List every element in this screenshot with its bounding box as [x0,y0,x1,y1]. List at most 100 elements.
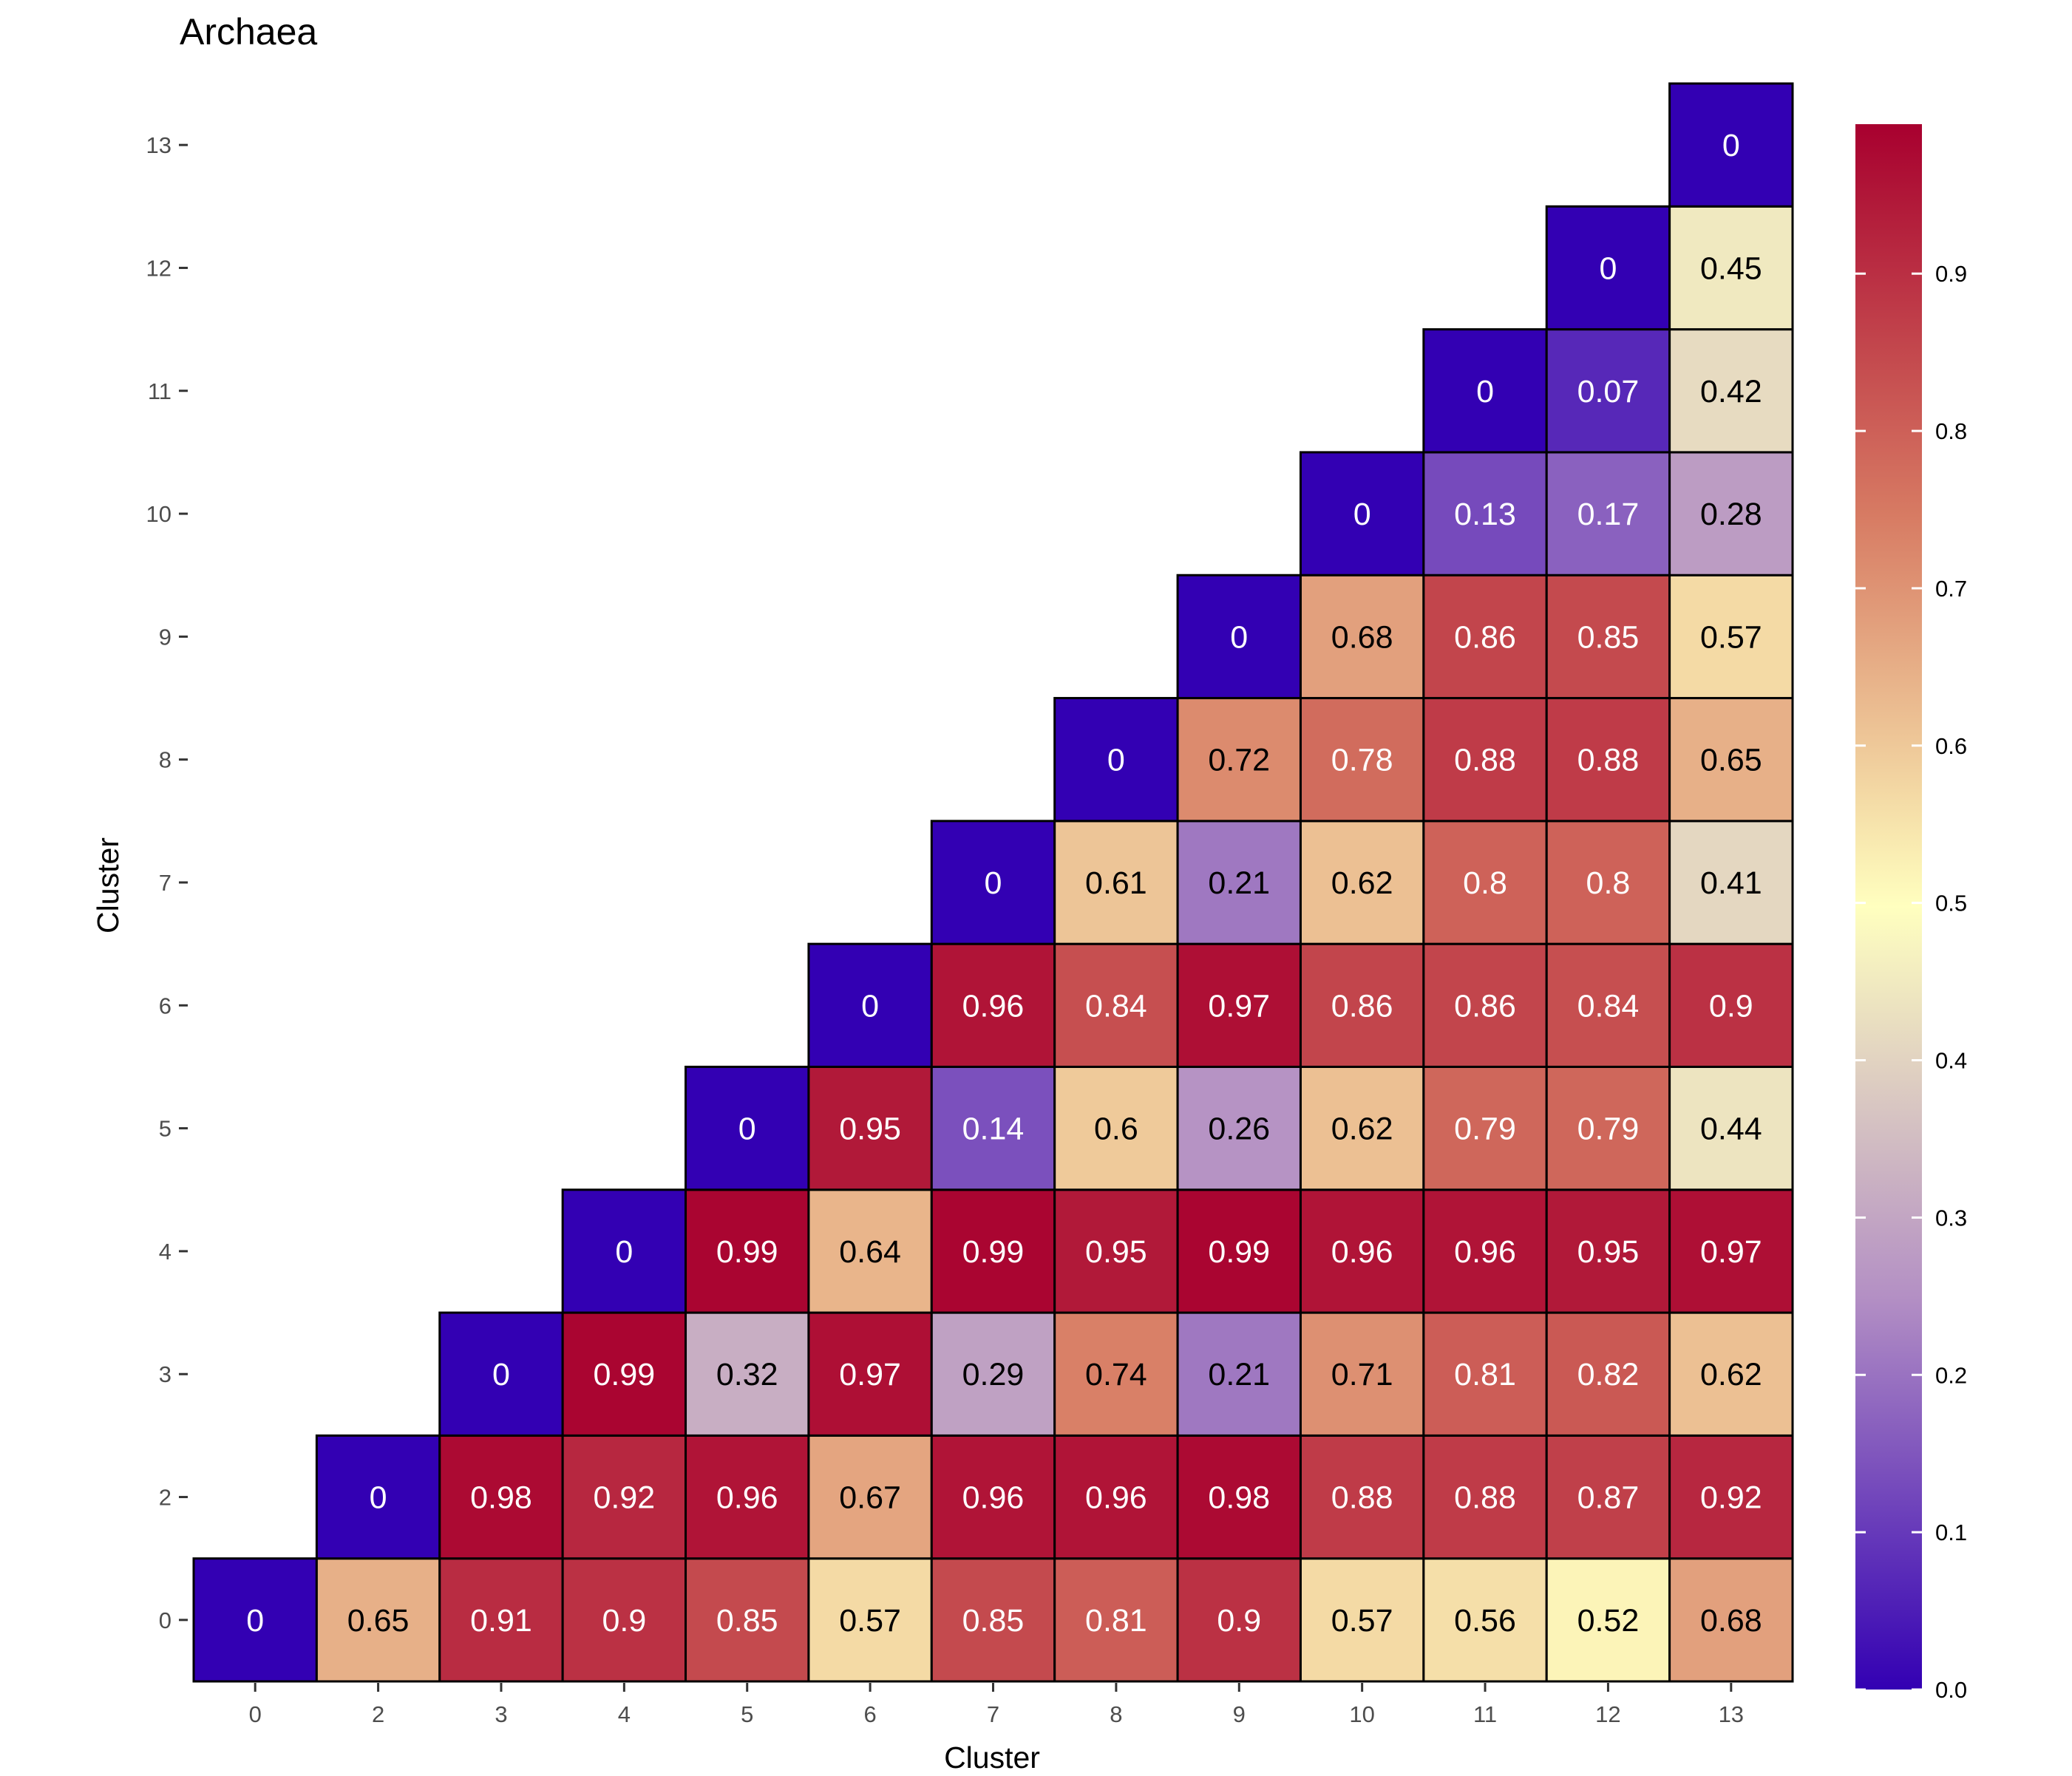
cell-value-label: 0 [1107,743,1125,778]
heatmap-cell [1053,1311,1179,1437]
legend-colorbar [1855,124,1922,1690]
heatmap-cell [1545,451,1671,576]
heatmap-cell [1053,1065,1179,1191]
y-tick-label: 13 [146,132,171,158]
heatmap-cell [807,1065,933,1191]
heatmap-cell [1545,205,1671,331]
cell-value-label: 0.79 [1577,1112,1640,1147]
heatmap-cell [1176,1311,1302,1437]
heatmap-cell [1299,1311,1425,1437]
heatmap-cell [561,1188,687,1314]
x-tick-label: 6 [863,1701,876,1727]
heatmap-cells: 0 0.65 0.91 0.9 0.85 0.57 0.85 0.81 0.9 0.57 0.56 0… [192,82,1794,1683]
cell-value-label: 0.8 [1586,865,1631,901]
heatmap-cell [1299,820,1425,945]
heatmap-cell [1176,1434,1302,1560]
cell-value-label: 0.56 [1454,1603,1516,1639]
cell-value-label: 0.67 [839,1480,901,1516]
cell-value-label: 0 [1353,497,1371,532]
heatmap-cell [1299,697,1425,823]
heatmap-cell [930,1434,1056,1560]
heatmap-cell [1422,451,1548,576]
cell-value-label: 0.26 [1208,1112,1270,1147]
color-legend: 0.0 0.1 0.2 0.3 0.4 0.5 0.6 0.7 0.8 0.9 [1855,124,1967,1703]
cell-value-label: 0.21 [1208,1357,1270,1392]
cell-value-label: 0.44 [1700,1112,1762,1147]
x-tick-label: 0 [249,1701,262,1727]
heatmap-cell [685,1311,810,1437]
cell-value-label: 0.81 [1454,1357,1516,1392]
cell-value-label: 0.97 [1208,988,1270,1024]
x-axis: 0 2 3 4 5 6 7 8 9 10 11 12 13 [249,1683,1744,1727]
heatmap-cell [1299,574,1425,700]
cell-value-label: 0 [246,1603,264,1639]
heatmap-cell [1668,82,1794,208]
heatmap-cell [1545,942,1671,1068]
heatmap-cell [561,1311,687,1437]
x-tick-label: 3 [495,1701,507,1727]
heatmap-cell [1422,697,1548,823]
x-tick-label: 13 [1719,1701,1744,1727]
cell-value-label: 0.74 [1085,1357,1147,1392]
heatmap-cell [1053,1188,1179,1314]
cell-value-label: 0.52 [1577,1603,1640,1639]
x-tick-label: 2 [372,1701,384,1727]
cell-value-label: 0.29 [962,1357,1025,1392]
legend-tick-label: 0.8 [1935,418,1967,444]
heatmap-cell [1053,1557,1179,1683]
cell-value-label: 0.92 [1700,1480,1762,1516]
cell-value-label: 0 [492,1357,510,1392]
heatmap-cell [1299,942,1425,1068]
heatmap-cell [930,942,1056,1068]
heatmap-cell [1422,1065,1548,1191]
cell-value-label: 0 [1230,619,1248,655]
cell-value-label: 0.72 [1208,743,1270,778]
cell-value-label: 0.96 [716,1480,778,1516]
cell-value-label: 0.95 [1577,1234,1640,1270]
cell-value-label: 0.42 [1700,374,1762,409]
y-tick-label: 10 [146,501,171,527]
cell-value-label: 0.99 [962,1234,1025,1270]
cell-value-label: 0.98 [1208,1480,1270,1516]
y-tick-label: 4 [159,1239,171,1265]
cell-value-label: 0 [370,1480,387,1516]
cell-value-label: 0.57 [1331,1603,1393,1639]
heatmap-cell [807,1557,933,1683]
cell-value-label: 0.65 [347,1603,410,1639]
cell-value-label: 0.95 [839,1112,901,1147]
cell-value-label: 0.78 [1331,743,1393,778]
heatmap-cell [930,1311,1056,1437]
x-tick-label: 9 [1233,1701,1246,1727]
heatmap-cell [1545,1557,1671,1683]
heatmap-cell [807,1434,933,1560]
cell-value-label: 0.64 [839,1234,901,1270]
cell-value-label: 0 [985,865,1002,901]
heatmap-cell [1422,942,1548,1068]
y-tick-label: 7 [159,870,171,896]
cell-value-label: 0.81 [1085,1603,1147,1639]
heatmap-cell [1422,1188,1548,1314]
heatmap-cell [1668,1065,1794,1191]
cell-value-label: 0.91 [470,1603,532,1639]
heatmap-cell [1668,820,1794,945]
cell-value-label: 0.57 [1700,619,1762,655]
heatmap-cell [1299,1557,1425,1683]
cell-value-label: 0 [1722,128,1740,163]
legend-tick-label: 0.6 [1935,733,1967,759]
y-tick-label: 0 [159,1607,171,1633]
heatmap-cell [1545,328,1671,454]
y-axis: 0 2 3 4 5 6 7 8 9 10 11 12 13 [146,132,188,1633]
heatmap-cell [438,1311,564,1437]
cell-value-label: 0.9 [1217,1603,1261,1639]
cell-value-label: 0.85 [716,1603,778,1639]
legend-tick-label: 0.3 [1935,1205,1967,1231]
y-tick-label: 2 [159,1485,171,1511]
heatmap-cell [1668,328,1794,454]
cell-value-label: 0.96 [1085,1480,1147,1516]
y-axis-title: Cluster [91,837,125,933]
cell-value-label: 0.21 [1208,865,1270,901]
y-tick-label: 6 [159,993,171,1018]
legend-tick-label: 0.1 [1935,1520,1967,1545]
cell-value-label: 0.88 [1331,1480,1393,1516]
cell-value-label: 0.86 [1331,988,1393,1024]
